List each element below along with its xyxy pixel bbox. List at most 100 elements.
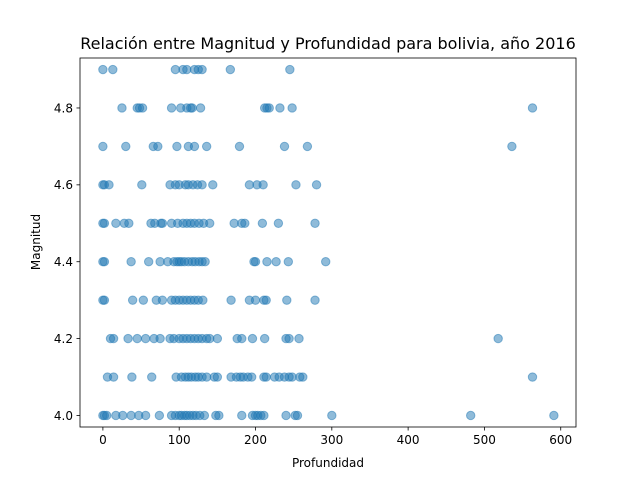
data-point (123, 333, 133, 344)
x-tick-label: 400 (397, 433, 420, 447)
data-point (147, 372, 157, 382)
data-point (283, 257, 294, 267)
y-tick-label: 4.8 (54, 101, 73, 115)
data-point (121, 141, 131, 152)
data-point (264, 103, 274, 113)
x-axis-label: Profundidad (292, 456, 364, 470)
data-point (137, 103, 148, 113)
data-point (111, 218, 121, 228)
data-point (197, 180, 207, 190)
data-point (99, 257, 110, 267)
data-point (275, 103, 285, 113)
data-point (250, 295, 261, 305)
data-point (261, 372, 271, 382)
data-point (212, 372, 223, 382)
data-point (200, 257, 210, 267)
data-point (99, 218, 110, 228)
data-point (466, 410, 476, 421)
data-point (124, 218, 134, 228)
data-point (281, 410, 291, 421)
data-point (310, 218, 320, 228)
data-point (287, 103, 297, 113)
data-point (271, 257, 281, 267)
data-point (108, 333, 119, 344)
data-point (189, 141, 200, 152)
data-point (127, 372, 137, 382)
points-layer (98, 64, 559, 421)
data-point (527, 372, 538, 382)
data-point (187, 103, 197, 113)
data-point (127, 295, 138, 305)
data-point (208, 180, 218, 190)
data-point (140, 333, 151, 344)
data-point (247, 333, 258, 344)
x-axis: 0 100 200 300 400 500 600 (99, 427, 572, 447)
data-point (143, 257, 154, 267)
data-point (214, 410, 224, 421)
y-axis: 4.0 4.2 4.4 4.6 4.8 (54, 101, 80, 423)
x-tick-label: 600 (549, 433, 572, 447)
data-point (155, 333, 165, 344)
data-point (126, 257, 136, 267)
data-point (310, 295, 320, 305)
data-point (154, 410, 165, 421)
data-point (279, 141, 290, 152)
data-point (172, 141, 182, 152)
data-point (99, 295, 110, 305)
data-point (199, 410, 210, 421)
data-point (257, 218, 268, 228)
data-point (250, 257, 261, 267)
data-point (132, 333, 142, 344)
data-point (212, 333, 223, 344)
data-point (327, 410, 337, 421)
x-tick-label: 100 (168, 433, 191, 447)
data-point (166, 103, 177, 113)
data-point (282, 295, 292, 305)
data-point (98, 141, 108, 152)
data-point (240, 218, 250, 228)
data-point (273, 218, 284, 228)
data-point (285, 64, 295, 75)
data-point (226, 295, 236, 305)
x-tick-label: 500 (473, 433, 496, 447)
y-tick-label: 4.4 (54, 255, 73, 269)
data-point (104, 180, 114, 190)
data-point (493, 333, 503, 344)
data-point (298, 372, 308, 382)
data-point (258, 180, 268, 190)
data-point (157, 218, 168, 228)
data-point (195, 103, 206, 113)
data-point (153, 141, 163, 152)
data-point (291, 180, 301, 190)
data-point (102, 410, 112, 421)
data-point (259, 333, 270, 344)
data-point (246, 372, 257, 382)
data-point (549, 410, 559, 421)
data-point (198, 295, 208, 305)
data-point (507, 141, 517, 152)
data-point (302, 141, 313, 152)
data-point (237, 333, 247, 344)
data-point (197, 64, 207, 75)
data-point (292, 410, 303, 421)
x-tick-label: 300 (320, 433, 343, 447)
data-point (225, 64, 236, 75)
data-point (117, 103, 127, 113)
data-point (108, 64, 118, 75)
data-point (234, 141, 245, 152)
data-point (311, 180, 322, 190)
x-tick-label: 200 (244, 433, 267, 447)
data-point (259, 410, 269, 421)
data-point (157, 295, 168, 305)
plot-area-frame (79, 57, 577, 428)
data-point (262, 257, 272, 267)
data-point (205, 218, 215, 228)
data-point (140, 410, 151, 421)
data-point (118, 410, 128, 421)
data-point (527, 103, 538, 113)
data-point (261, 295, 271, 305)
y-tick-label: 4.2 (54, 332, 73, 346)
data-point (284, 333, 294, 344)
